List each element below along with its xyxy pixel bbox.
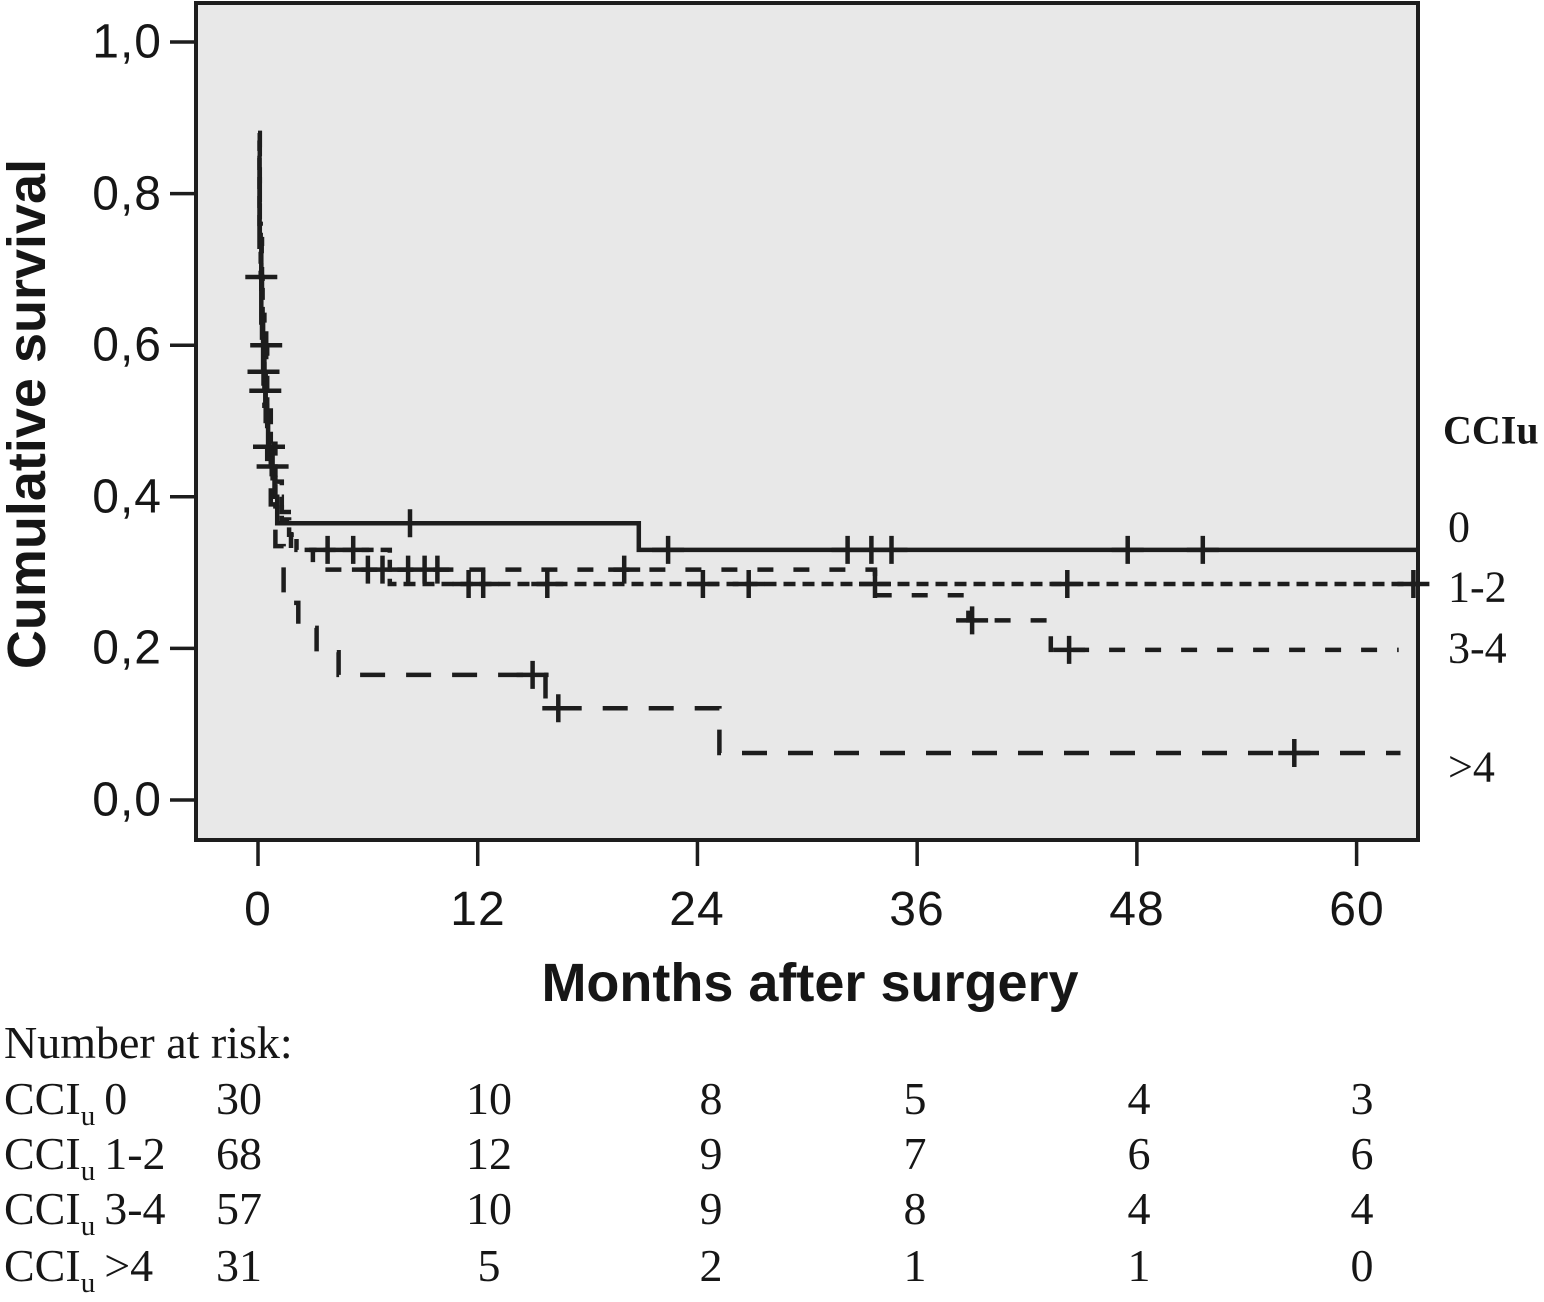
y-tick-label-0.6: 0,6 — [92, 318, 162, 372]
risk-table-row-3: CCIu >4 31 5 2 1 1 0 — [0, 1239, 1544, 1298]
risk-count: 2 — [699, 1240, 723, 1291]
plot-area — [194, 1, 1420, 842]
risk-count: 12 — [466, 1128, 512, 1179]
x-tick-label-60: 60 — [1329, 883, 1385, 936]
risk-label-prefix: CCI — [4, 1073, 81, 1124]
risk-count: 6 — [1350, 1128, 1374, 1179]
risk-table-row-2: CCIu 3-4 57 10 9 8 4 4 — [0, 1182, 1544, 1241]
risk-count: 6 — [1127, 1128, 1151, 1179]
risk-count: 68 — [216, 1128, 262, 1179]
risk-count: 9 — [699, 1128, 723, 1179]
risk-label-group: 3-4 — [104, 1183, 166, 1234]
risk-count: 5 — [903, 1073, 927, 1124]
legend-item-1-2: 1-2 — [1448, 562, 1507, 612]
risk-label-group: 0 — [104, 1073, 128, 1124]
risk-label-group: 1-2 — [104, 1128, 166, 1179]
risk-label-subscript: u — [80, 1267, 96, 1299]
x-tick-label-36: 36 — [889, 883, 945, 936]
axis-ticks — [170, 40, 1359, 866]
risk-row-label: CCIu 3-4 — [4, 1182, 166, 1241]
x-tick-label-48: 48 — [1109, 883, 1165, 936]
legend-item-gt4: >4 — [1448, 742, 1495, 792]
risk-count: 3 — [1350, 1073, 1374, 1124]
risk-count: 31 — [216, 1240, 262, 1291]
y-tick-label-1.0: 1,0 — [92, 15, 162, 69]
risk-count: 4 — [1350, 1183, 1374, 1234]
x-axis-title: Months after surgery — [541, 953, 1079, 1013]
km-curve->4 — [257, 130, 1401, 756]
risk-count: 57 — [216, 1183, 262, 1234]
risk-count: 10 — [466, 1073, 512, 1124]
risk-count: 8 — [699, 1073, 723, 1124]
x-tick-label-12: 12 — [450, 883, 506, 936]
risk-row-label: CCIu >4 — [4, 1239, 154, 1298]
risk-label-subscript: u — [80, 1100, 96, 1132]
risk-label-prefix: CCI — [4, 1183, 81, 1234]
y-tick-label-0.2: 0,2 — [92, 621, 162, 675]
risk-label-subscript: u — [80, 1210, 96, 1242]
risk-count: 30 — [216, 1073, 262, 1124]
risk-count: 0 — [1350, 1240, 1374, 1291]
risk-count: 8 — [903, 1183, 927, 1234]
survival-curves — [245, 130, 1430, 767]
x-tick-label-0: 0 — [244, 883, 272, 936]
risk-label-prefix: CCI — [4, 1240, 81, 1291]
legend-item-3-4: 3-4 — [1448, 623, 1507, 673]
risk-count: 4 — [1127, 1073, 1151, 1124]
risk-label-subscript: u — [80, 1155, 96, 1187]
y-tick-label-0.4: 0,4 — [92, 470, 162, 524]
risk-count: 1 — [903, 1240, 927, 1291]
legend-item-0: 0 — [1448, 502, 1470, 552]
risk-count: 10 — [466, 1183, 512, 1234]
y-tick-label-0.0: 0,0 — [92, 773, 162, 827]
risk-table-row-1: CCIu 1-2 68 12 9 7 6 6 — [0, 1127, 1544, 1186]
censor-marks-3-4 — [250, 331, 1086, 664]
risk-count: 4 — [1127, 1183, 1151, 1234]
censor-marks->4 — [516, 660, 1311, 767]
risk-count: 9 — [699, 1183, 723, 1234]
risk-table-row-0: CCIu 0 30 10 8 5 4 3 — [0, 1072, 1544, 1131]
risk-label-prefix: CCI — [4, 1128, 81, 1179]
y-axis-title: Cumulative survival — [0, 158, 57, 670]
risk-count: 5 — [477, 1240, 501, 1291]
risk-count: 7 — [903, 1128, 927, 1179]
risk-label-group: >4 — [104, 1240, 154, 1291]
risk-table-title: Number at risk: — [4, 1017, 293, 1068]
risk-count: 1 — [1127, 1240, 1151, 1291]
legend-title: CCIu — [1443, 407, 1539, 453]
y-tick-label-0.8: 0,8 — [92, 167, 162, 221]
risk-row-label: CCIu 1-2 — [4, 1127, 166, 1186]
risk-row-label: CCIu 0 — [4, 1072, 128, 1131]
x-tick-label-24: 24 — [669, 883, 725, 936]
